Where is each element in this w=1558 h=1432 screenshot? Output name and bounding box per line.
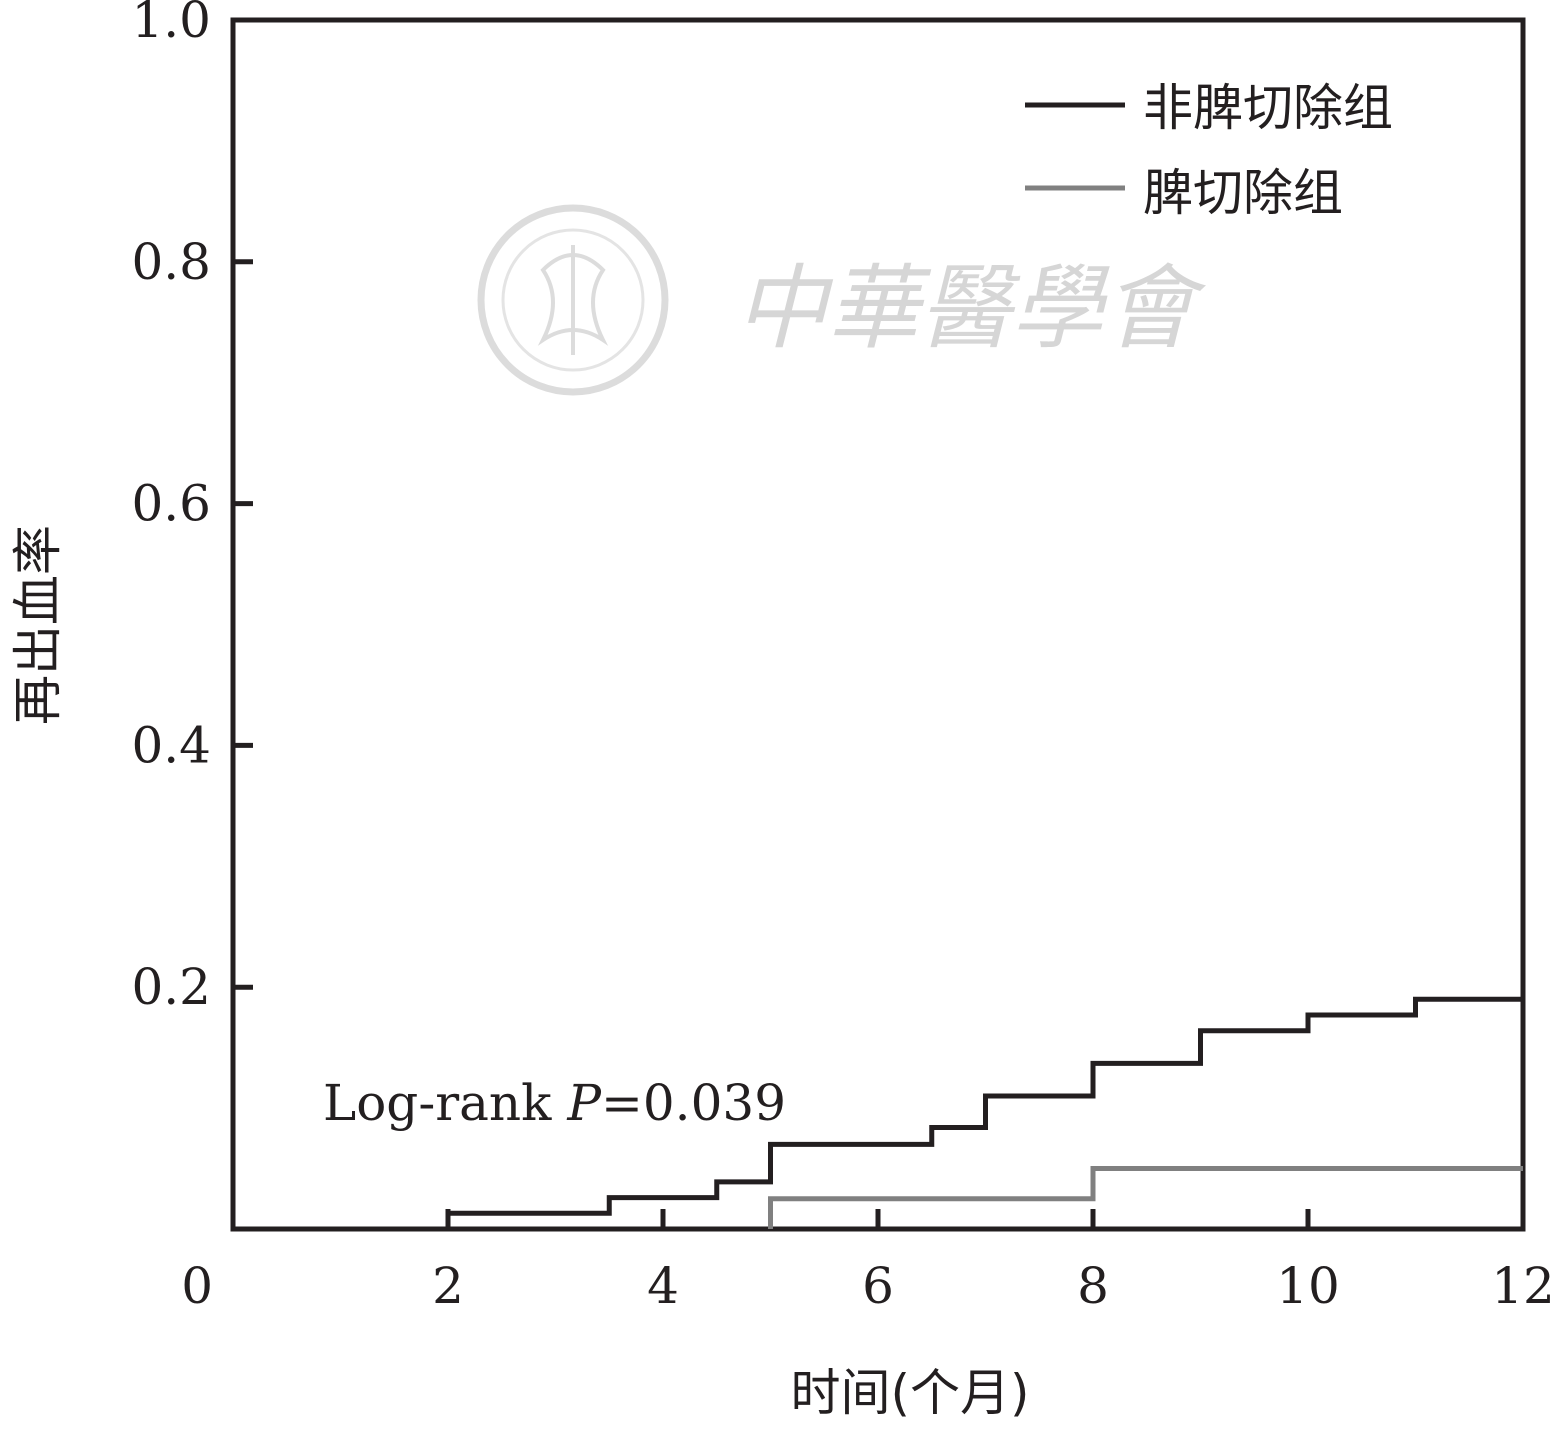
logrank-annotation: Log-rank P=0.039 — [323, 1074, 786, 1132]
x-tick-label-0: 0 — [181, 1257, 213, 1315]
x-tick-label-6: 12 — [1491, 1257, 1555, 1315]
legend-label-non-splenectomy: 非脾切除组 — [1143, 79, 1393, 137]
x-axis-title: 时间(个月) — [790, 1364, 1029, 1422]
x-tick-label-5: 10 — [1276, 1257, 1340, 1315]
legend-label-splenectomy: 脾切除组 — [1143, 164, 1343, 222]
annotation-p-symbol: P — [566, 1074, 602, 1132]
y-tick-label-0: 0.2 — [131, 958, 211, 1016]
y-tick-label-4: 1.0 — [131, 0, 211, 49]
annotation-prefix: Log-rank — [323, 1074, 567, 1132]
x-axis: 0 2 4 6 8 10 12 — [181, 1209, 1555, 1315]
x-tick-label-4: 8 — [1077, 1257, 1109, 1315]
y-axis-title: 再出血率 — [9, 525, 67, 725]
y-tick-label-1: 0.4 — [131, 716, 211, 774]
watermark-seal-icon — [477, 204, 669, 396]
series-line-0 — [445, 996, 1523, 1229]
x-tick-label-3: 6 — [862, 1257, 894, 1315]
watermark: 中華醫學會 — [477, 204, 1207, 396]
y-tick-label-3: 0.8 — [131, 233, 211, 291]
y-axis: 0.2 0.4 0.6 0.8 1.0 — [131, 0, 253, 1016]
legend: 非脾切除组 脾切除组 — [1025, 79, 1393, 222]
x-tick-label-1: 2 — [432, 1257, 464, 1315]
annotation-suffix: =0.039 — [601, 1074, 786, 1132]
x-tick-label-2: 4 — [647, 1257, 679, 1315]
series-layer — [445, 996, 1524, 1229]
watermark-text: 中華醫學會 — [735, 255, 1207, 362]
y-tick-label-2: 0.6 — [131, 475, 211, 533]
series-line-1 — [768, 1166, 1523, 1229]
